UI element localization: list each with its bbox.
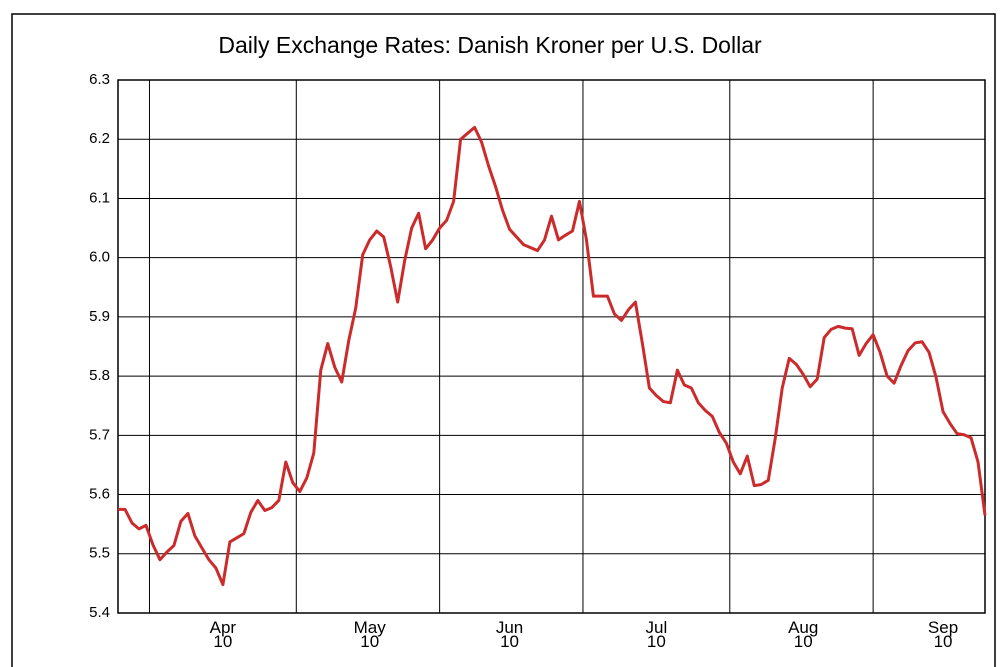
- y-tick-label: 5.9: [89, 308, 110, 325]
- frame: [11, 13, 996, 667]
- x-tick-label: Jun 10: [495, 618, 524, 651]
- y-tick-label: 6.2: [89, 130, 110, 147]
- line: [118, 125, 987, 587]
- x-tick-label: Jul 10: [645, 618, 668, 651]
- plot-border: [117, 79, 986, 614]
- x-tick-label: Sep 10: [927, 618, 959, 651]
- y-tick-label: 5.5: [89, 545, 110, 562]
- y-tick-label: 5.7: [89, 426, 110, 443]
- y-tick-label: 6.0: [89, 249, 110, 266]
- y-tick-label: 6.1: [89, 189, 110, 206]
- y-tick-label: 5.8: [89, 367, 110, 384]
- x-tick-label: Apr 10: [209, 618, 237, 651]
- x-tick-label: May 10: [353, 618, 386, 651]
- chart-title: Daily Exchange Rates: Danish Kroner per …: [218, 32, 762, 58]
- y-tick-label: 5.4: [89, 604, 110, 621]
- y-tick-label: 5.6: [89, 486, 110, 503]
- x-tick-label: Aug 10: [788, 618, 819, 651]
- y-tick-label: 6.3: [89, 71, 110, 88]
